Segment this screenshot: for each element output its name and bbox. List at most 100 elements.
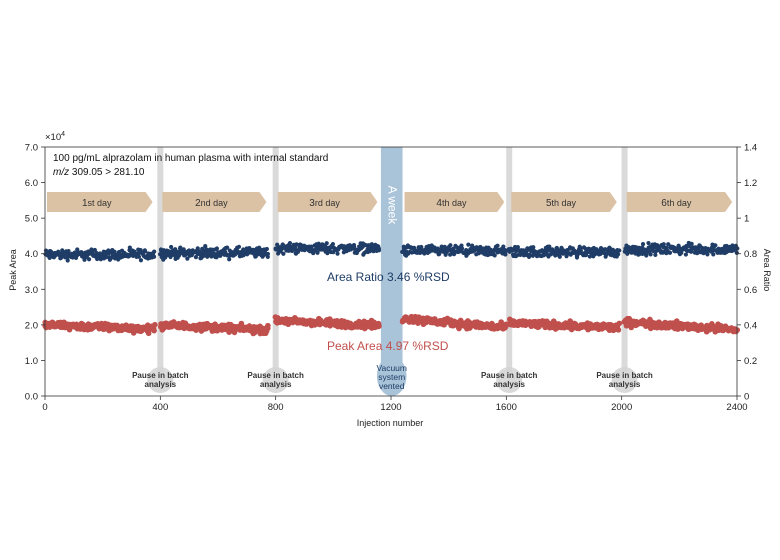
area-ratio-point xyxy=(136,254,142,259)
area-ratio-point xyxy=(227,257,232,262)
area-ratio-point xyxy=(531,245,536,250)
area-ratio-point xyxy=(713,243,718,248)
area-ratio-point xyxy=(195,246,200,251)
area-ratio-point xyxy=(281,251,286,256)
left-axis-exponent: ×104 xyxy=(45,131,65,143)
area-ratio-point xyxy=(661,242,666,247)
area-ratio-point xyxy=(617,248,622,253)
pause-band xyxy=(157,147,164,372)
x-tick-label: 800 xyxy=(268,402,284,413)
axes-group: 0 400 800 1200 1600 2000 2400 0.0 1.0 2.0 3.0 4.0 5.… xyxy=(25,143,757,414)
area-ratio-point xyxy=(152,249,157,254)
pause-label-line2: analysis xyxy=(260,380,292,389)
area-ratio-point xyxy=(448,243,453,248)
area-ratio-point xyxy=(503,252,508,257)
area-ratio-point xyxy=(151,254,157,259)
peak-area-label: Peak Area 4.97 %RSD xyxy=(327,339,449,353)
area-ratio-point xyxy=(65,258,70,263)
peak-area-point xyxy=(456,325,462,332)
pause-band xyxy=(272,147,279,372)
data-points-group xyxy=(42,240,741,337)
area-ratio-point xyxy=(56,249,61,254)
y-right-tick-label: 0 xyxy=(744,392,749,403)
day-number: 6 xyxy=(661,198,667,209)
area-ratio-point xyxy=(287,240,293,246)
area-ratio-point xyxy=(142,248,147,253)
area-ratio-point xyxy=(724,243,729,249)
area-ratio-point xyxy=(683,252,688,257)
area-ratio-point xyxy=(324,241,329,246)
area-ratio-point xyxy=(419,244,424,250)
x-tick-label: 1600 xyxy=(496,402,517,413)
exponent-power: 4 xyxy=(61,131,65,138)
area-ratio-point xyxy=(294,242,299,247)
area-ratio-point xyxy=(185,256,190,261)
day-suffix: th day xyxy=(667,198,692,208)
day-number: 1 xyxy=(82,198,88,209)
vent-label-line: vented xyxy=(379,381,405,391)
pause-bulb xyxy=(262,367,289,393)
area-ratio-point xyxy=(315,250,320,255)
area-ratio-point xyxy=(376,248,382,253)
peak-area-point xyxy=(376,323,382,329)
x-tick-label: 0 xyxy=(42,402,47,413)
y-left-tick-label: 2.0 xyxy=(25,320,38,331)
subtitle-mz: m/z xyxy=(53,167,69,178)
area-ratio-point xyxy=(335,251,340,256)
area-ratio-point xyxy=(521,248,526,253)
area-ratio-point xyxy=(501,244,506,249)
area-ratio-point xyxy=(711,252,716,257)
day-arrow xyxy=(511,192,617,212)
area-ratio-point xyxy=(557,254,562,259)
x-tick-label: 2400 xyxy=(726,402,747,413)
area-ratio-point xyxy=(603,247,608,252)
area-ratio-point xyxy=(667,250,673,255)
area-ratio-point xyxy=(666,242,671,247)
area-ratio-point xyxy=(447,252,453,257)
day-suffix: th day xyxy=(552,198,577,208)
area-ratio-point xyxy=(342,244,347,249)
area-ratio-point xyxy=(58,255,64,261)
area-ratio-point xyxy=(492,253,497,258)
pause-label-line1: Pause in batch xyxy=(247,371,304,380)
area-ratio-point xyxy=(644,253,649,258)
area-ratio-point xyxy=(689,241,694,246)
x-tick-label: 400 xyxy=(152,402,168,413)
area-ratio-point xyxy=(127,245,132,250)
area-ratio-point xyxy=(648,252,653,257)
day-label: 1st day xyxy=(82,198,112,209)
area-ratio-point xyxy=(575,252,580,257)
peak-area-point xyxy=(615,327,622,333)
day-suffix: th day xyxy=(442,198,467,208)
vent-label-line: Vacuum xyxy=(376,363,407,373)
x-axis-label: Injection number xyxy=(357,418,424,428)
day-suffix: nd day xyxy=(201,198,229,208)
peak-area-point xyxy=(152,321,158,328)
peak-area-point xyxy=(151,327,157,334)
y-left-tick-label: 6.0 xyxy=(25,178,38,189)
area-ratio-point xyxy=(466,242,471,247)
day-arrow xyxy=(404,192,505,212)
area-ratio-point xyxy=(193,255,199,260)
week-band xyxy=(380,147,403,376)
area-ratio-point xyxy=(75,247,80,252)
y-left-tick-label: 0.0 xyxy=(25,392,38,403)
area-ratio-point xyxy=(203,244,208,249)
day-arrow xyxy=(162,192,267,212)
pause-band xyxy=(621,147,628,372)
area-ratio-point xyxy=(264,246,269,252)
y-axis-label-left: Peak Area xyxy=(8,249,18,291)
y-left-tick-label: 5.0 xyxy=(25,214,38,225)
area-ratio-point xyxy=(169,244,174,250)
area-ratio-point xyxy=(265,251,271,257)
area-ratio-point xyxy=(459,246,465,251)
pause-label-line2: analysis xyxy=(609,380,641,389)
area-ratio-point xyxy=(214,246,220,251)
area-ratio-point xyxy=(495,243,500,248)
day-arrow xyxy=(277,192,378,212)
day-arrow xyxy=(626,192,733,212)
day-arrows-group: 1st day 2nd day 3rd day 4th day 5th day 6th d… xyxy=(47,192,733,212)
day-number: 5 xyxy=(546,198,552,209)
